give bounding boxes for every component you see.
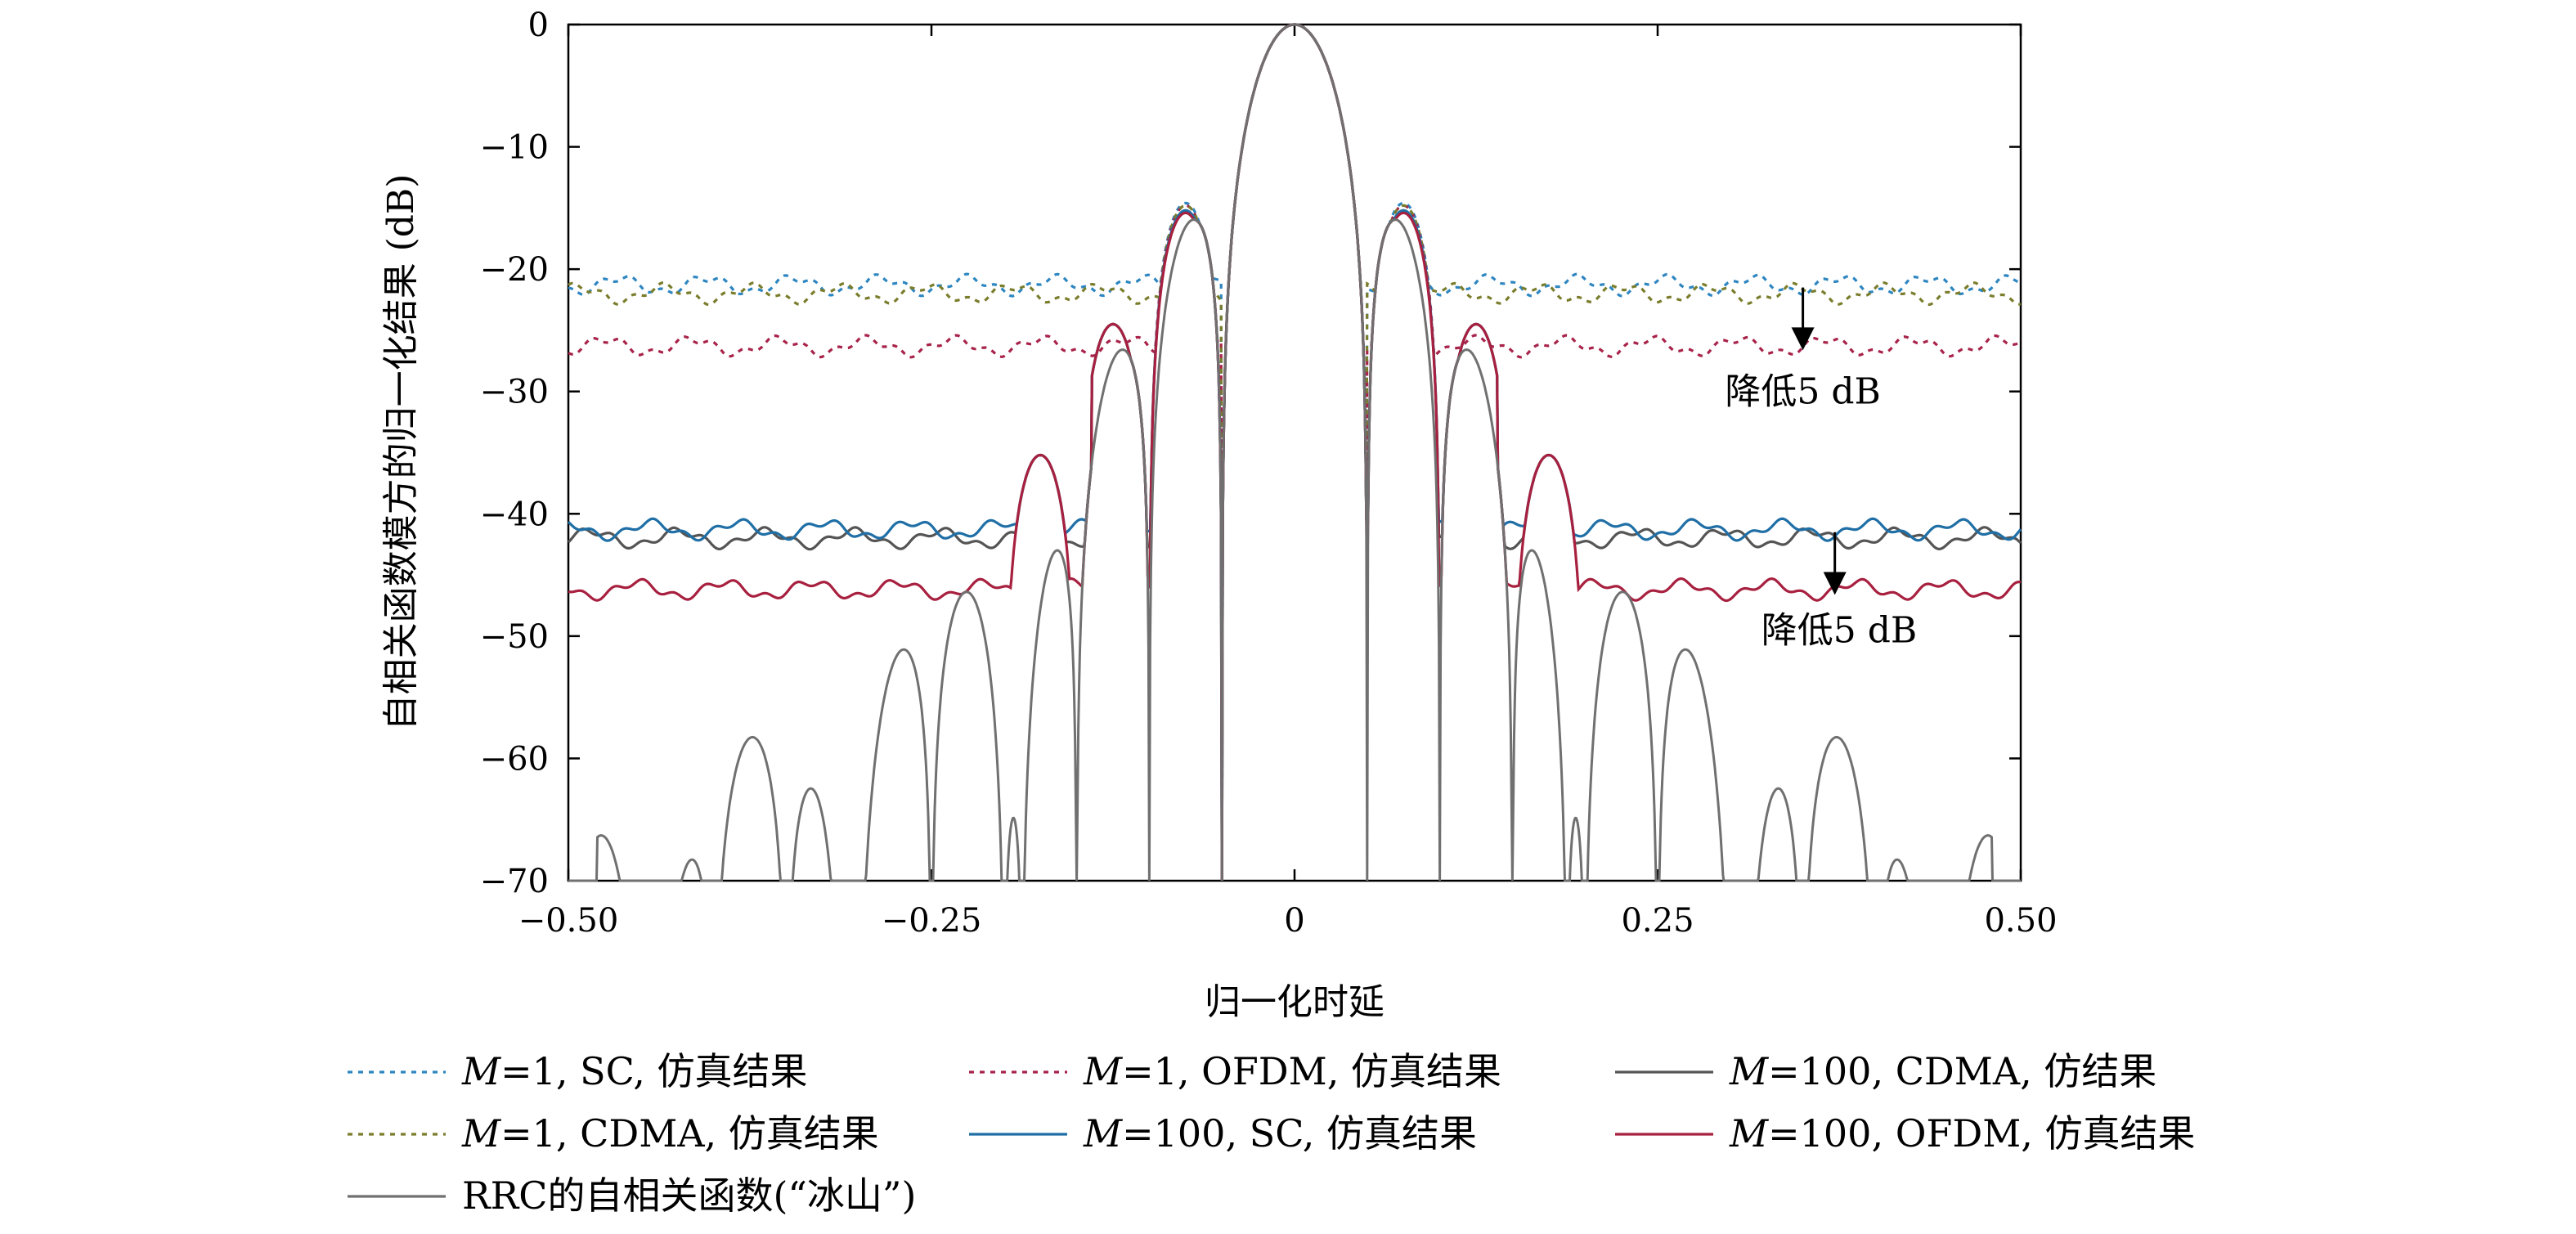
annotation-arrowhead	[1791, 327, 1815, 351]
legend-label-name: RRC的自相关函数(“冰山”)	[462, 1173, 916, 1218]
legend-label-prefix: M	[1729, 1111, 1770, 1155]
legend-label-name: =100, SC, 仿真结果	[1122, 1111, 1477, 1155]
legend-label-prefix: M	[461, 1049, 502, 1093]
x-axis-title: 归一化时延	[1205, 981, 1384, 1023]
x-tick-label: 0.25	[1621, 902, 1694, 940]
y-axis: 0 −10 −20 −30 −40 −50 −60 −70	[480, 7, 2021, 900]
legend: M=1, SC, 仿真结果 M=1, OFDM, 仿真结果 M=100, CDMA,…	[348, 1049, 2196, 1218]
legend-label-prefix: M	[1729, 1049, 1770, 1093]
x-tick-label: −0.50	[518, 902, 619, 940]
legend-label-name: =1, OFDM, 仿真结果	[1122, 1049, 1501, 1093]
annotation-label: 降低5 dB	[1761, 609, 1917, 651]
y-axis-title: 自相关函数模方的归一化结果 (dB)	[380, 174, 422, 731]
legend-label-name: =1, CDMA, 仿真结果	[500, 1111, 879, 1155]
legend-label-m1-ofdm: M=1, OFDM, 仿真结果	[1083, 1049, 1501, 1093]
annotation-label: 降低5 dB	[1725, 371, 1880, 413]
y-tick-label: −10	[480, 129, 549, 167]
annotations: 降低5 dB 降低5 dB	[1725, 287, 1917, 651]
series-line-m100-ofdm	[568, 23, 2022, 882]
plot-frame	[567, 23, 2022, 882]
legend-label-prefix: M	[1083, 1111, 1124, 1155]
x-axis: −0.50 −0.25 0 0.25 0.50	[518, 25, 2058, 940]
legend-label-rrc: RRC的自相关函数(“冰山”)	[462, 1173, 916, 1218]
legend-label-m1-sc: M=1, SC, 仿真结果	[461, 1049, 807, 1093]
legend-label-name: =100, OFDM, 仿真结果	[1768, 1111, 2195, 1155]
x-tick-label: −0.25	[882, 902, 982, 940]
series-line-m1-ofdm	[568, 23, 2022, 882]
x-tick-label: 0	[1284, 902, 1304, 940]
legend-label-m100-cdma: M=100, CDMA, 仿结果	[1729, 1049, 2156, 1093]
y-tick-label: −70	[480, 863, 549, 900]
y-tick-label: −40	[480, 496, 549, 533]
y-tick-label: −50	[480, 618, 549, 656]
y-tick-label: −20	[480, 251, 549, 289]
x-tick-label: 0.50	[1984, 902, 2057, 940]
legend-label-m100-ofdm: M=100, OFDM, 仿真结果	[1729, 1111, 2196, 1155]
legend-label-name: =100, CDMA, 仿结果	[1768, 1049, 2156, 1093]
legend-label-prefix: M	[1083, 1049, 1124, 1093]
y-tick-label: 0	[528, 7, 549, 44]
legend-label-prefix: M	[461, 1111, 502, 1155]
y-tick-label: −30	[480, 374, 549, 411]
series-line-m100-sc	[567, 23, 2022, 882]
series-line-m1-sc	[568, 23, 2021, 882]
legend-label-m100-sc: M=100, SC, 仿真结果	[1083, 1111, 1477, 1155]
legend-label-m1-cdma: M=1, CDMA, 仿真结果	[461, 1111, 879, 1155]
series-lines	[567, 23, 2022, 882]
annotation-arrowhead	[1823, 572, 1847, 595]
y-tick-label: −60	[480, 740, 549, 778]
series-line-m100-cdma	[567, 23, 2022, 882]
legend-label-name: =1, SC, 仿真结果	[500, 1049, 807, 1093]
series-line-m1-cdma	[568, 23, 2022, 882]
series-line-rrc	[568, 23, 2021, 882]
